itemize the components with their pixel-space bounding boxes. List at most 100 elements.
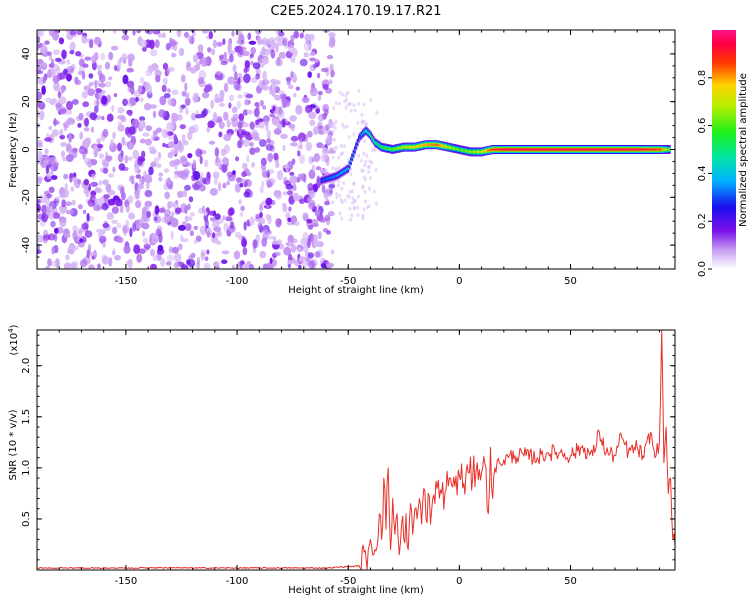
heatmap-noise-cell [306,218,313,224]
heatmap-ridge-cell [444,145,447,148]
heatmap-noise-cell [178,47,185,57]
heatmap-noise-cell [250,60,254,65]
y-tick-label: 0 [21,146,32,152]
heatmap-noise-cell [113,93,118,98]
heatmap-noise-cell [119,203,124,214]
heatmap-noise-cell [196,256,201,266]
heatmap-noise-cell [185,64,192,72]
heatmap-noise-cell [350,189,354,194]
heatmap-noise-cell [256,35,262,46]
heatmap-noise-cell [245,93,254,99]
heatmap-ridge-cell [532,148,535,151]
heatmap-noise-cell [309,189,316,199]
heatmap-noise-cell [317,90,323,96]
heatmap-noise-cell [234,45,241,53]
heatmap-noise-cell [329,36,336,46]
heatmap-ridge-cell [554,148,556,151]
colorbar-tick-label: 0.0 [697,261,708,277]
heatmap-noise-cell [345,124,349,129]
heatmap-noise-cell [166,68,170,76]
heatmap-noise-cell [168,141,176,149]
heatmap-noise-cell [152,130,158,137]
heatmap-noise-cell [61,199,67,208]
heatmap-noise-cell [269,113,276,118]
heatmap-noise-cell [261,167,267,178]
heatmap-ridge-cell [664,148,667,151]
heatmap-noise-cell [167,201,171,210]
heatmap-ridge-cell [539,148,542,151]
heatmap-noise-cell [110,45,119,51]
heatmap-noise-cell [177,224,186,231]
heatmap-noise-cell [240,205,245,212]
heatmap-ridge-cell [575,148,578,151]
heatmap-noise-cell [302,243,309,253]
heatmap-noise-cell [139,120,146,129]
heatmap-noise-cell [96,138,102,144]
heatmap-noise-cell [201,205,206,213]
heatmap-noise-cell [290,142,298,147]
heatmap-noise-cell [112,166,116,173]
heatmap-noise-cell [116,222,122,229]
heatmap-noise-cell [234,71,238,81]
heatmap-noise-cell [317,231,322,240]
heatmap-noise-cell [287,259,293,265]
heatmap-noise-cell [337,101,341,106]
heatmap-noise-cell [199,58,205,65]
heatmap-noise-cell [373,147,377,152]
heatmap-ridge-cell [408,146,411,149]
x-tick-label: -150 [115,576,138,587]
heatmap-noise-cell [174,207,182,214]
heatmap-noise-cell [139,39,147,48]
heatmap-noise-cell [104,61,111,70]
heatmap-noise-cell [218,131,223,138]
heatmap-noise-cell [331,130,335,135]
heatmap-noise-cell [50,164,54,175]
heatmap-ridge-cell [424,143,427,146]
heatmap-ridge-cell [623,148,626,151]
heatmap-y-label: Frequency (Hz) [8,112,19,188]
heatmap-ridge-cell [608,148,611,151]
heatmap-noise-cell [105,183,112,193]
x-tick-label: -50 [340,576,356,587]
heatmap-noise-cell [111,104,115,113]
heatmap-noise-cell [260,157,267,167]
heatmap-noise-cell [171,149,176,154]
heatmap-noise-cell [374,167,378,172]
heatmap-noise-cell [309,87,318,97]
heatmap-noise-cell [356,205,360,210]
heatmap-noise-cell [197,77,205,84]
heatmap-noise-cell [335,195,339,200]
heatmap-noise-cell [206,249,210,255]
heatmap-noise-cell [259,211,263,219]
heatmap-noise-cell [148,84,153,95]
heatmap-noise-cell [63,68,68,76]
y-tick-label: -40 [21,237,32,253]
heatmap-noise-cell [158,176,163,182]
heatmap-noise-cell [289,115,297,122]
heatmap-noise-cell [99,153,104,159]
heatmap-noise-cell [120,116,127,123]
heatmap-ridge-cell [491,148,494,151]
heatmap-noise-cell [204,219,209,228]
heatmap-ridge-cell [502,148,504,151]
heatmap-noise-cell [162,32,166,39]
heatmap-ridge-cell [394,148,396,150]
heatmap-ridge-cell [480,150,483,153]
heatmap-noise-cell [37,234,44,243]
heatmap-noise-cell [42,75,47,84]
heatmap-ridge-cell [610,148,612,151]
heatmap-noise-cell [169,202,178,207]
heatmap-ridge-cell [658,148,660,151]
heatmap-noise-cell [291,158,296,165]
heatmap-noise-cell [79,131,84,140]
heatmap-ridge-cell [346,168,348,171]
heatmap-noise-cell [65,254,70,261]
heatmap-noise-cell [242,109,249,116]
heatmap-noise-cell [139,116,146,122]
heatmap-noise-cell [364,199,367,204]
heatmap-noise-cell [310,218,319,227]
heatmap-ridge-cell [607,148,610,151]
heatmap-ridge-cell [434,143,436,146]
heatmap-noise-cell [54,258,60,269]
heatmap-noise-cell [125,204,130,213]
